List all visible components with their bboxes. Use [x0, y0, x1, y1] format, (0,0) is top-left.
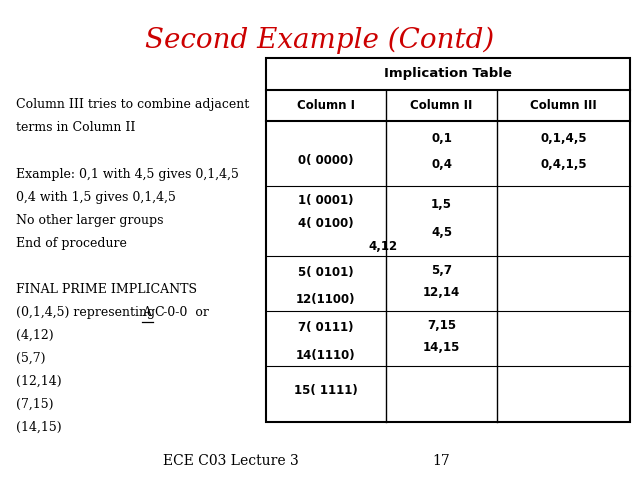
Text: 0,4,1,5: 0,4,1,5: [541, 158, 587, 171]
Text: 5( 0101): 5( 0101): [298, 266, 354, 279]
Text: Second Example (Contd): Second Example (Contd): [145, 26, 495, 54]
Text: (7,15): (7,15): [16, 398, 54, 411]
Text: 0,1,4,5: 0,1,4,5: [541, 132, 587, 145]
Text: Column III tries to combine adjacent: Column III tries to combine adjacent: [16, 98, 249, 111]
Text: End of procedure: End of procedure: [16, 237, 127, 250]
Text: Implication Table: Implication Table: [384, 67, 512, 81]
Text: 14(1110): 14(1110): [296, 348, 356, 362]
Text: 15( 1111): 15( 1111): [294, 384, 358, 397]
Text: FINAL PRIME IMPLICANTS: FINAL PRIME IMPLICANTS: [16, 283, 197, 296]
Text: (4,12): (4,12): [16, 329, 54, 342]
Text: 12(1100): 12(1100): [296, 293, 356, 307]
Text: Column III: Column III: [531, 99, 597, 112]
Text: 4( 0100): 4( 0100): [298, 217, 354, 230]
Text: ECE C03 Lecture 3: ECE C03 Lecture 3: [163, 454, 298, 468]
Text: Column I: Column I: [297, 99, 355, 112]
Text: 12,14: 12,14: [423, 286, 460, 299]
Text: (14,15): (14,15): [16, 421, 61, 434]
Text: 7,15: 7,15: [427, 319, 456, 332]
Text: 0,4 with 1,5 gives 0,1,4,5: 0,4 with 1,5 gives 0,1,4,5: [16, 191, 176, 204]
Text: 17: 17: [433, 454, 451, 468]
Text: 0( 0000): 0( 0000): [298, 154, 353, 167]
Text: 0,1: 0,1: [431, 132, 452, 145]
Text: 0,4: 0,4: [431, 158, 452, 171]
Text: 5,7: 5,7: [431, 264, 452, 276]
Text: 14,15: 14,15: [423, 341, 460, 354]
Text: (0,1,4,5) representing  -0-0  or: (0,1,4,5) representing -0-0 or: [16, 306, 213, 319]
Bar: [266, 58, 630, 422]
Text: 1,5: 1,5: [431, 198, 452, 211]
Text: Column II: Column II: [410, 99, 473, 112]
Text: terms in Column II: terms in Column II: [16, 121, 136, 134]
Text: Example: 0,1 with 4,5 gives 0,1,4,5: Example: 0,1 with 4,5 gives 0,1,4,5: [16, 168, 239, 180]
Text: 1( 0001): 1( 0001): [298, 193, 353, 207]
Text: (5,7): (5,7): [16, 352, 45, 365]
Text: 7( 0111): 7( 0111): [298, 321, 353, 334]
Text: A C: A C: [141, 306, 164, 319]
Text: No other larger groups: No other larger groups: [16, 214, 163, 227]
Text: 4,5: 4,5: [431, 226, 452, 239]
Text: 4,12: 4,12: [368, 240, 397, 253]
Text: (12,14): (12,14): [16, 375, 61, 388]
